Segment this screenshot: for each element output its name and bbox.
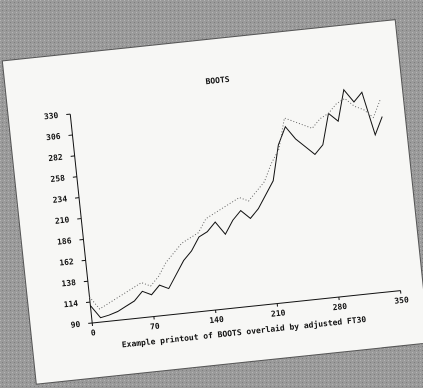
y-tick-label: 282: [48, 153, 63, 163]
y-tick-label: 234: [52, 194, 67, 204]
y-tick-label: 138: [61, 278, 76, 288]
chart-title: BOOTS: [205, 75, 230, 86]
series-line: [89, 88, 383, 319]
y-tick-label: 258: [50, 174, 65, 184]
y-tick-label: 114: [63, 299, 78, 309]
x-tick-label: 350: [394, 295, 409, 305]
y-tick-label: 90: [70, 320, 81, 330]
series-line: [89, 97, 381, 310]
y-tick-label: 186: [57, 236, 72, 246]
x-tick-label: 280: [332, 302, 347, 312]
x-tick-label: 140: [209, 315, 224, 325]
y-tick-label: 306: [46, 132, 61, 142]
y-tick-label: 330: [43, 111, 58, 121]
x-axis: [92, 290, 401, 324]
paper: BOOTS Example printout of BOOTS overlaid…: [1, 19, 423, 385]
paper-sheet: [1, 19, 423, 385]
x-tick-label: 210: [271, 308, 286, 318]
y-tick-label: 210: [54, 215, 69, 225]
x-tick-label: 70: [150, 321, 161, 331]
x-tick-label: 0: [90, 328, 96, 337]
y-tick-label: 162: [59, 257, 74, 267]
